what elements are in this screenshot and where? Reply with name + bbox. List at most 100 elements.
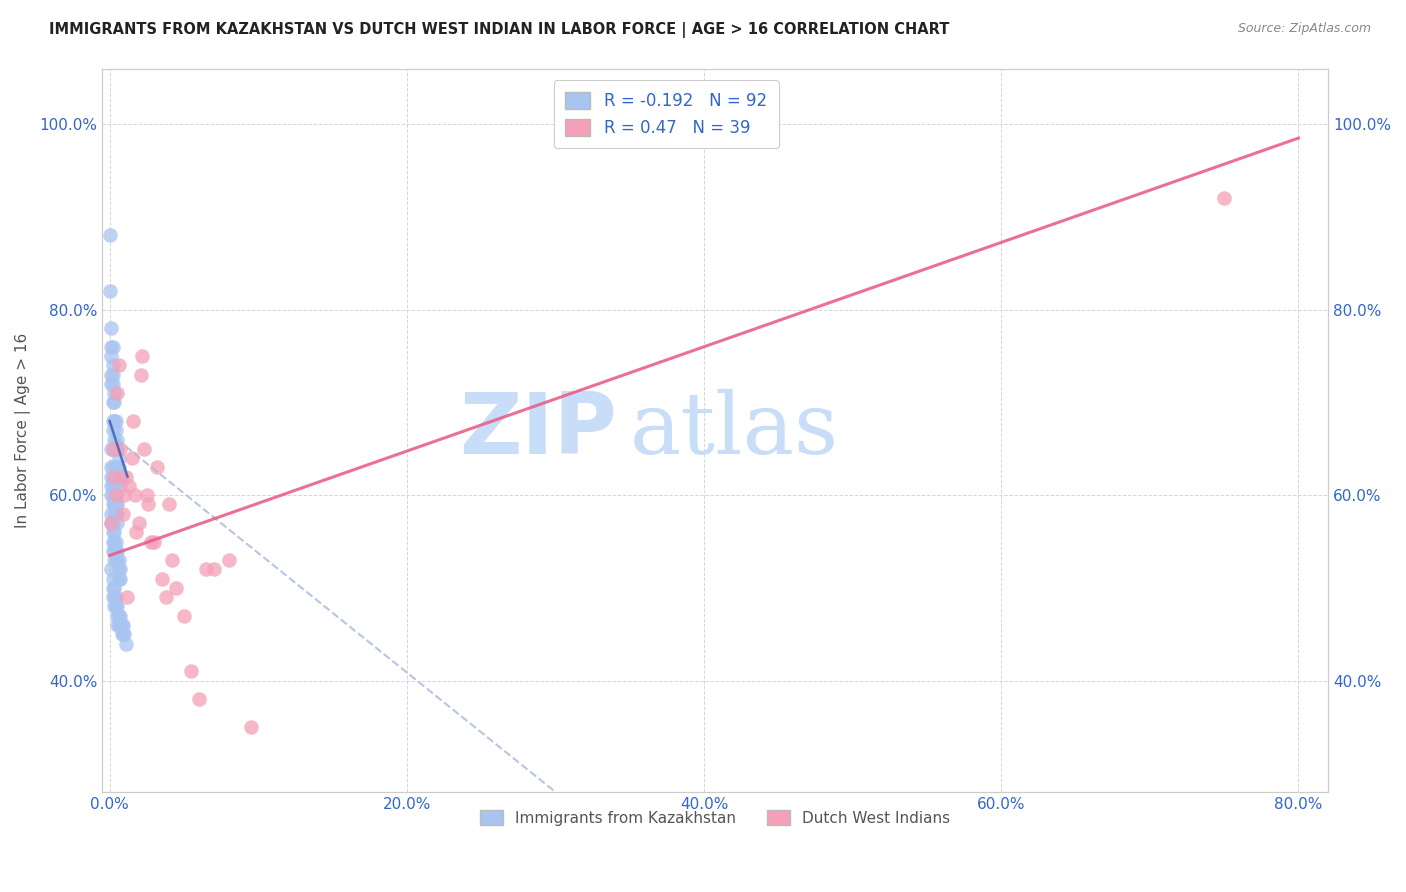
Point bbox=[101, 581, 124, 595]
Point bbox=[100, 516, 122, 530]
Point bbox=[105, 618, 128, 632]
Point bbox=[100, 507, 122, 521]
Point bbox=[101, 423, 124, 437]
Point bbox=[101, 414, 124, 428]
Point bbox=[155, 590, 177, 604]
Point bbox=[141, 534, 163, 549]
Point bbox=[128, 516, 150, 530]
Point bbox=[101, 359, 124, 373]
Point bbox=[107, 451, 129, 466]
Point bbox=[101, 525, 124, 540]
Point bbox=[103, 395, 125, 409]
Point bbox=[101, 469, 124, 483]
Point bbox=[100, 562, 122, 576]
Point bbox=[114, 488, 136, 502]
Point bbox=[100, 321, 122, 335]
Point bbox=[180, 665, 202, 679]
Point bbox=[125, 525, 148, 540]
Point bbox=[100, 442, 122, 456]
Point bbox=[104, 414, 127, 428]
Point bbox=[105, 553, 128, 567]
Point bbox=[103, 590, 125, 604]
Point bbox=[105, 386, 128, 401]
Point bbox=[108, 479, 131, 493]
Point bbox=[107, 562, 129, 576]
Point bbox=[100, 368, 122, 382]
Point bbox=[103, 544, 125, 558]
Point bbox=[103, 534, 125, 549]
Text: IMMIGRANTS FROM KAZAKHSTAN VS DUTCH WEST INDIAN IN LABOR FORCE | AGE > 16 CORREL: IMMIGRANTS FROM KAZAKHSTAN VS DUTCH WEST… bbox=[49, 22, 949, 38]
Point bbox=[129, 368, 152, 382]
Point bbox=[105, 544, 128, 558]
Point bbox=[103, 442, 125, 456]
Point bbox=[105, 442, 128, 456]
Point bbox=[146, 460, 169, 475]
Point bbox=[105, 608, 128, 623]
Point bbox=[104, 534, 127, 549]
Point bbox=[108, 562, 131, 576]
Point bbox=[108, 572, 131, 586]
Point bbox=[101, 498, 124, 512]
Point bbox=[104, 460, 127, 475]
Point bbox=[150, 572, 173, 586]
Point bbox=[104, 599, 127, 614]
Point bbox=[103, 488, 125, 502]
Point bbox=[114, 627, 136, 641]
Point bbox=[132, 442, 155, 456]
Point bbox=[98, 284, 121, 298]
Point bbox=[100, 460, 122, 475]
Point bbox=[103, 433, 125, 447]
Point bbox=[122, 414, 145, 428]
Point bbox=[107, 460, 129, 475]
Point bbox=[103, 498, 125, 512]
Point bbox=[166, 581, 188, 595]
Point bbox=[105, 507, 128, 521]
Point bbox=[157, 498, 180, 512]
Point bbox=[108, 608, 131, 623]
Point bbox=[111, 627, 134, 641]
Point bbox=[115, 636, 138, 650]
Point bbox=[111, 618, 134, 632]
Point bbox=[101, 340, 124, 354]
Point bbox=[202, 562, 225, 576]
Point bbox=[105, 460, 128, 475]
Point bbox=[115, 469, 138, 483]
Point bbox=[104, 544, 127, 558]
Point bbox=[173, 608, 195, 623]
Point bbox=[101, 442, 124, 456]
Point bbox=[101, 544, 124, 558]
Point bbox=[107, 359, 129, 373]
Point bbox=[100, 516, 122, 530]
Point bbox=[107, 553, 129, 567]
Point bbox=[131, 349, 153, 363]
Point bbox=[108, 469, 131, 483]
Point bbox=[117, 590, 139, 604]
Point bbox=[124, 488, 146, 502]
Point bbox=[101, 460, 124, 475]
Point bbox=[108, 618, 131, 632]
Point bbox=[104, 488, 127, 502]
Point bbox=[100, 488, 122, 502]
Point bbox=[105, 516, 128, 530]
Point bbox=[101, 516, 124, 530]
Point bbox=[101, 590, 124, 604]
Point bbox=[101, 376, 124, 391]
Point bbox=[1213, 191, 1236, 205]
Point bbox=[100, 469, 122, 483]
Point bbox=[121, 451, 143, 466]
Point bbox=[103, 386, 125, 401]
Point bbox=[104, 442, 127, 456]
Point bbox=[104, 488, 127, 502]
Point bbox=[187, 692, 209, 706]
Point bbox=[104, 423, 127, 437]
Point bbox=[104, 507, 127, 521]
Point bbox=[101, 488, 124, 502]
Point bbox=[103, 479, 125, 493]
Point bbox=[101, 395, 124, 409]
Point bbox=[110, 469, 132, 483]
Point bbox=[108, 442, 131, 456]
Point bbox=[107, 572, 129, 586]
Point bbox=[101, 479, 124, 493]
Point bbox=[100, 349, 122, 363]
Point bbox=[218, 553, 240, 567]
